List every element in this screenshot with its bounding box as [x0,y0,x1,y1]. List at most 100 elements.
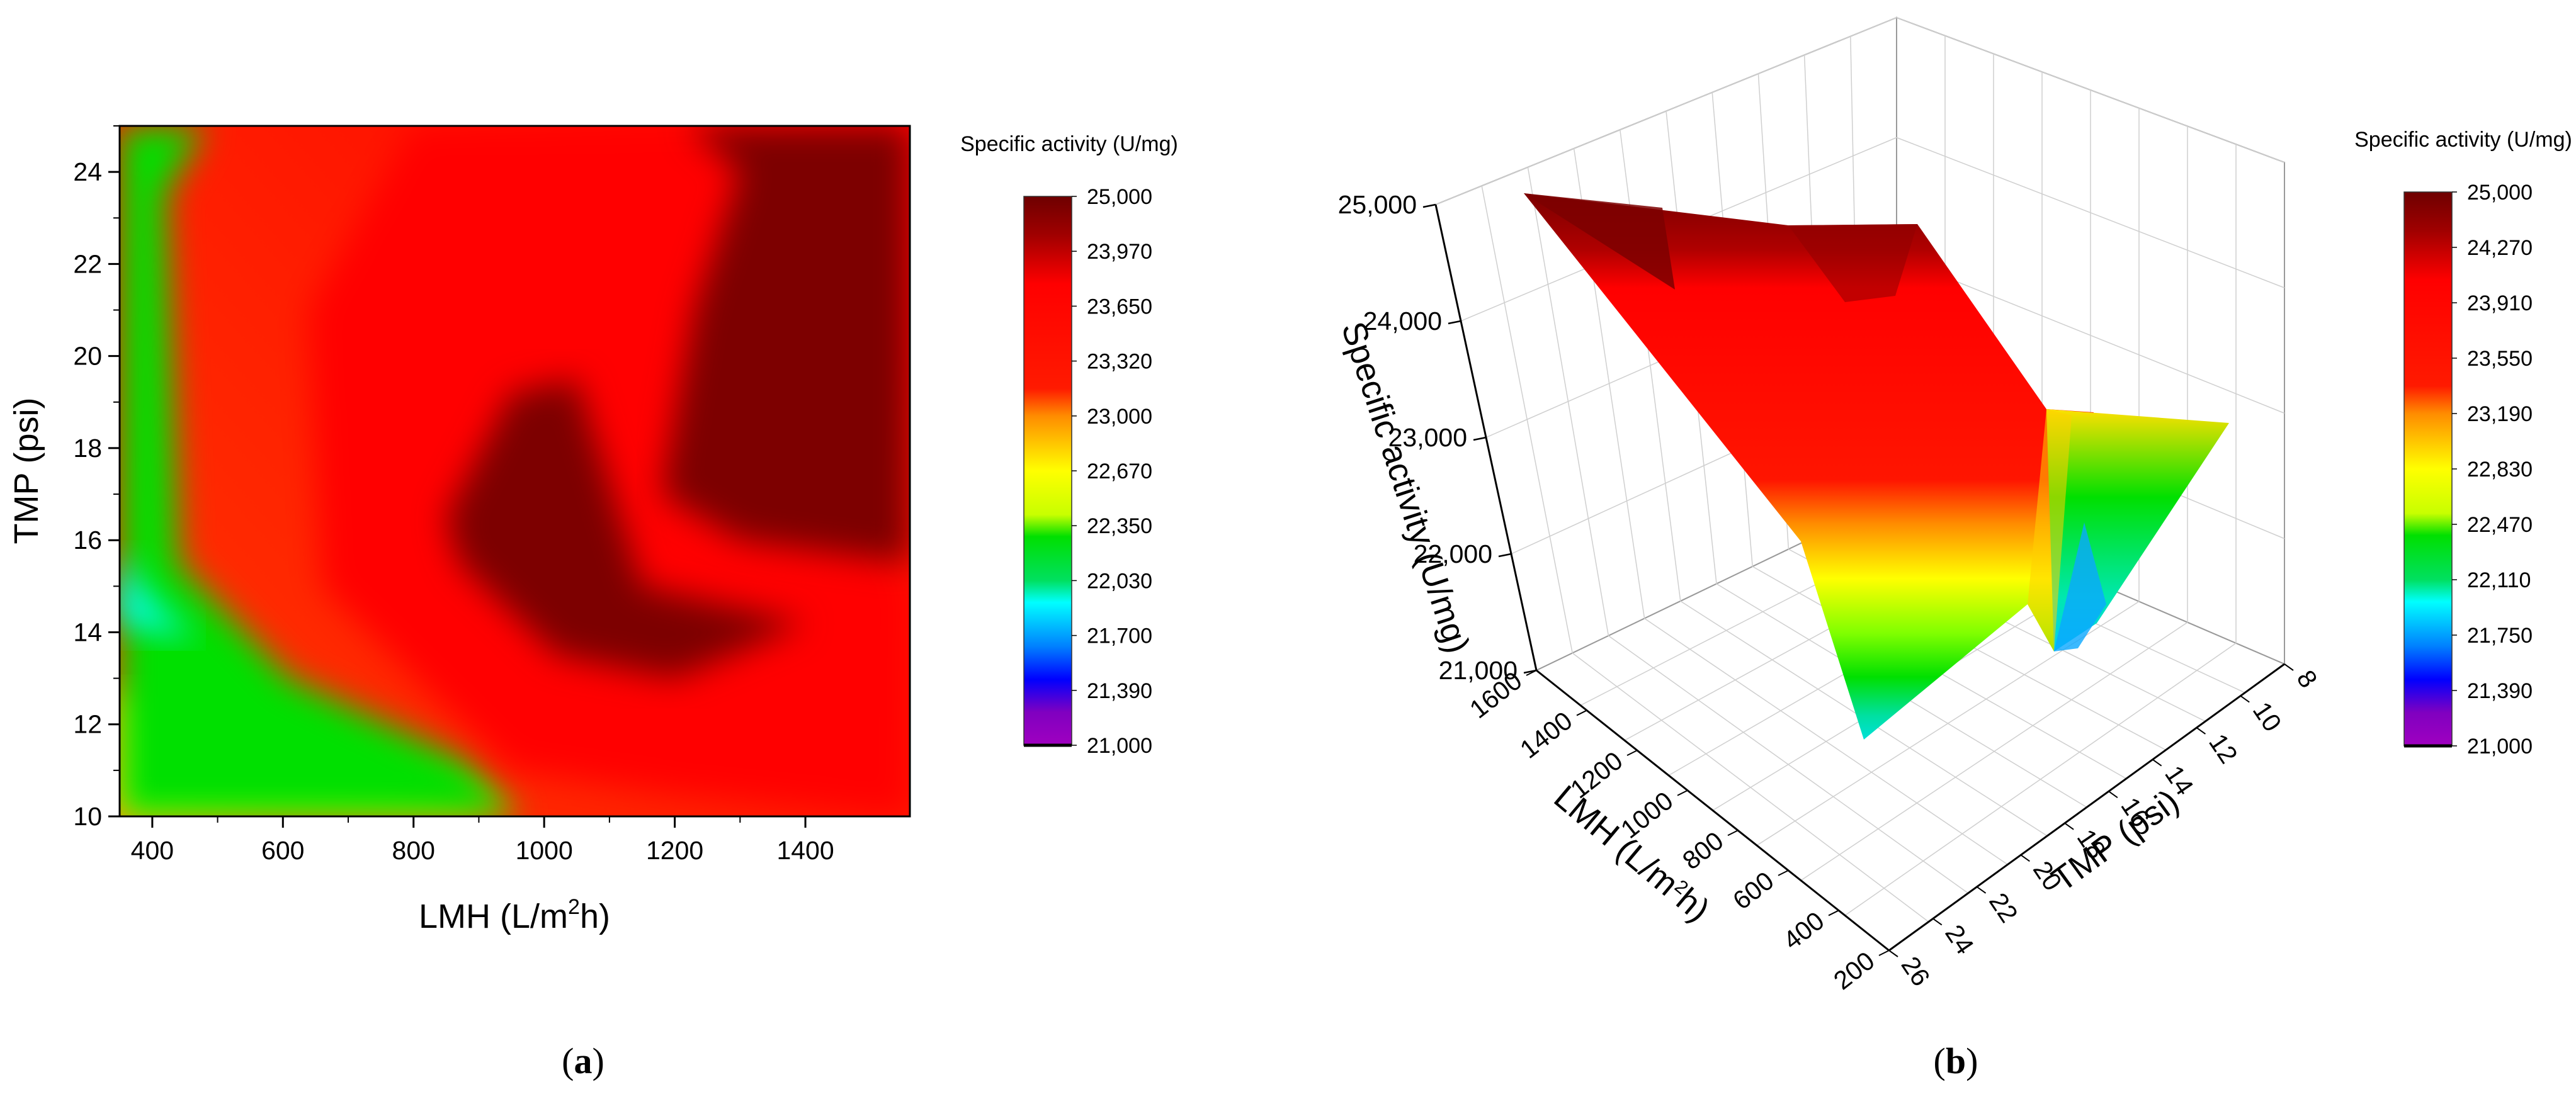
surface-z-tick-label: 22,000 [1414,539,1492,568]
surface-grid-line [1896,17,2285,163]
contour-x-tick-label: 1200 [646,836,703,865]
colorbar-gradient [2403,191,2453,747]
surface-y-tick [1976,886,1987,894]
colorbar-b: Specific activity (U/mg) 25,000 24,270 23,9… [2354,128,2572,758]
surface-y-tick [2108,791,2118,799]
surface-x-tick-label: 1400 [1514,706,1577,764]
surface-y-tick [2064,822,2074,830]
contour-x-tick-label: 1400 [776,836,834,865]
surface-z-axis-label: Specific activity (U/mg) [1334,317,1477,658]
surface-dark-ridge [1524,193,1675,290]
surface-x-tick-label: 200 [1828,946,1880,995]
contour-y-axis-label: TMP (psi) [8,397,45,544]
surface-3d [1524,193,2229,740]
surface-x-axis-line [1536,669,1890,952]
colorbar-tick-label: 21,000 [2467,735,2533,758]
colorbar-tick-label: 23,320 [1087,350,1152,374]
surface-z-tick-label: 23,000 [1388,423,1467,452]
contour-y-tick-label: 12 [73,710,102,739]
surface-z-tick [1498,553,1512,558]
surface-y-tick [2196,727,2206,735]
contour-y-tick-label: 22 [73,249,102,278]
surface-x-tick [1727,830,1739,837]
colorbar-tick-label: 23,550 [2467,347,2533,371]
colorbar-tick-label: 24,270 [2467,236,2533,260]
surface-y-tick-label: 8 [2291,665,2324,693]
colorbar-tick-label: 25,000 [1087,185,1152,209]
colorbar-tick-label: 23,650 [1087,295,1152,318]
contour-y-tick-label: 16 [73,526,102,555]
contour-plot-frame [118,125,911,818]
colorbar-title: Specific activity (U/mg) [960,132,1178,156]
surface-grid-line [1896,137,2285,288]
colorbar-tick-label: 22,830 [2467,458,2533,482]
contour-y-tick-label: 24 [73,157,102,186]
contour-region-cyan-2 [120,549,198,642]
colorbar-tick-label: 25,000 [2467,181,2533,205]
colorbar-tick-label: 23,910 [2467,291,2533,315]
surface-x-tick [1626,750,1638,757]
surface-dark-top [1788,224,1917,302]
surface-z-tick-label: 21,000 [1439,656,1518,685]
colorbar-gradient [1023,196,1072,746]
colorbar-tick-label: 21,700 [1087,624,1152,648]
caption-a: (a) [562,1040,604,1081]
surface-z-tick [1473,436,1487,441]
contour-x-tick-label: 600 [261,836,304,865]
surface-x-tick [1778,869,1789,876]
contour-x-tick-label: 800 [392,836,435,865]
surface-grid-line [1572,652,1929,923]
surface-grid-line [1608,635,1969,894]
surface-z-tick-label: 24,000 [1363,307,1442,335]
caption-b: (b) [1934,1040,1978,1081]
contour-axes: 400 600 800 1000 1200 1400 10 12 14 16 18 20 22 24 [73,125,834,865]
surface-grid-line [1644,617,2008,865]
surface-main-sheet [1524,193,2094,740]
colorbar-tick-label: 21,750 [2467,624,2533,648]
contour-y-tick-label: 18 [73,434,102,463]
colorbar-tick-label: 23,190 [2467,402,2533,426]
surface-right-fold [2028,409,2072,651]
colorbar-tick-label: 22,670 [1087,459,1152,483]
surface-x-tick [1576,709,1587,716]
surface-x-tick-label: 400 [1778,906,1829,955]
colorbar-tick-label: 23,970 [1087,240,1152,264]
surface-z-tick [1422,203,1436,208]
surface-x-tick [1878,950,1890,956]
colorbar-tick-label: 21,000 [1087,734,1152,758]
colorbar-a: Specific activity (U/mg) 25,000 23,970 23,6… [960,132,1178,758]
contour-region-dark_red-5 [446,379,805,679]
contour-x-axis-label-sup: 2 [568,895,580,919]
surface-x-tick-label: 800 [1677,826,1728,875]
surface-z-tick [1448,320,1461,325]
contour-y-tick-label: 14 [73,617,102,646]
contour-regions [120,126,910,816]
surface-y-tick [2020,854,2030,862]
surface-grid-line [1896,257,2285,414]
contour-y-tick-label: 20 [73,342,102,371]
colorbar-tick-label: 22,030 [1087,569,1152,593]
surface-y-axis-line [1888,663,2285,952]
colorbar-tick-label: 22,350 [1087,514,1152,538]
surface-y-tick [2284,663,2294,671]
contour-region-green-1 [120,126,518,816]
contour-panel-a: 400 600 800 1000 1200 1400 10 12 14 16 18 20 22 24 LM… [8,125,1178,935]
colorbar-tick-label: 22,110 [2467,568,2531,592]
contour-y-tick-label: 10 [73,802,102,831]
contour-region-dark_red-4 [661,126,910,563]
surface-y-tick [1932,918,1943,926]
surface-x-tick [1677,789,1688,796]
colorbar-tick-label: 23,000 [1087,405,1152,429]
surface-y-tick [2240,695,2250,703]
contour-x-tick-label: 400 [131,836,174,865]
surface-x-tick [1526,670,1537,676]
contour-x-tick-label: 1000 [516,836,573,865]
surface-y-tick [1888,950,1898,957]
surface-blue-notch [2054,522,2106,651]
colorbar-tick-label: 22,470 [2467,513,2533,537]
surface-y-tick-label: 22 [1983,888,2024,928]
surface-y-tick-label: 10 [2247,697,2288,737]
colorbar-title: Specific activity (U/mg) [2354,128,2572,152]
surface-y-tick-label: 24 [1939,920,1980,960]
